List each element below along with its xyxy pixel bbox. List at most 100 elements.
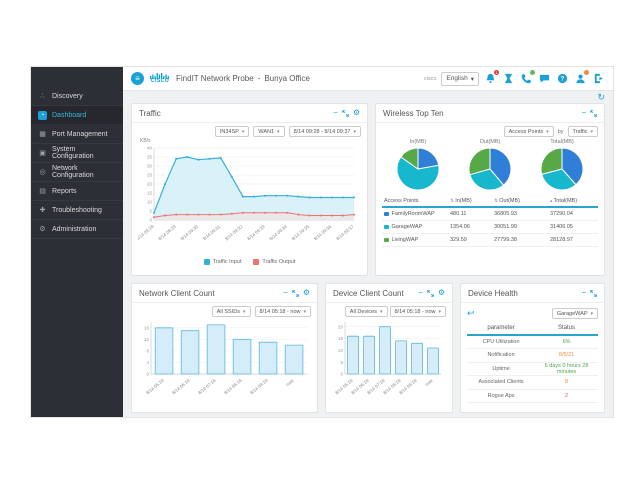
pie-group-inmb: In(MB) — [395, 139, 441, 192]
legend-item[interactable]: Traffic Input — [203, 259, 242, 265]
panel-wireless-top-ten: Wireless Top Ten − Access Points ▾ — [375, 103, 605, 276]
traffic-metric-dropdown[interactable]: Traffic ▾ — [567, 126, 598, 137]
expand-icon[interactable] — [590, 109, 597, 117]
pending-tasks-hourglass-icon[interactable] — [502, 72, 515, 85]
wireless-col-outmb[interactable]: ⇅Out(MB) — [494, 197, 520, 204]
svg-text:now: now — [285, 377, 295, 387]
dh-parameter: CPU Utilization — [482, 338, 520, 345]
sort-icon: ⇅ — [494, 197, 499, 204]
table-row[interactable]: LivingWAP 329.59 27799.38 28128.97 — [382, 234, 598, 247]
ncc-dropdown-1[interactable]: 8/14 05:18 - now ▾ — [254, 306, 311, 317]
dh-parameter: Associated Clients — [478, 379, 524, 386]
wireless-table: Access Points ⇅In(MB) ⇅Out(MB) ▴Total(MB) Fa… — [382, 195, 598, 247]
minimize-icon[interactable]: − — [581, 288, 586, 297]
language-selector[interactable]: English ▾ — [441, 71, 479, 86]
table-row: Notification 8/5/21 — [467, 349, 598, 363]
traffic-dropdown-2[interactable]: 8/14 09:28 - 8/14 09:37 ▾ — [288, 126, 361, 137]
pie-title: Total(MB) — [550, 139, 574, 145]
traffic-dropdown-0[interactable]: IN34SP ▾ — [214, 126, 250, 137]
svg-text:8/14 09:31: 8/14 09:31 — [202, 224, 222, 242]
help-icon[interactable]: ? — [556, 72, 569, 85]
sidebar-item-troubleshooting[interactable]: ✚ Troubleshooting — [31, 201, 123, 220]
table-row[interactable]: FamilyRoomWAP 480.11 36805.93 37290.04 — [382, 208, 598, 221]
chevron-down-icon: ▾ — [546, 128, 549, 135]
app-window: ∴ Discovery ◔ Dashboard ▦ Port Management ▣ Sys… — [30, 66, 614, 418]
expand-icon[interactable] — [590, 289, 597, 297]
sidebar-item-discovery[interactable]: ∴ Discovery — [31, 87, 123, 106]
minimize-icon[interactable]: − — [418, 288, 423, 297]
svg-text:8: 8 — [146, 348, 149, 353]
value-out: 27799.38 — [494, 237, 517, 243]
minimize-icon[interactable]: − — [283, 288, 288, 297]
settings-gear-icon[interactable]: ⚙ — [437, 288, 445, 297]
ncc-dropdown-0[interactable]: All SSIDs ▾ — [211, 306, 251, 317]
troubleshooting-icon: ✚ — [39, 206, 46, 214]
refresh-icon[interactable]: ↻ — [597, 92, 605, 102]
traffic-legend: Traffic Input Traffic Output — [138, 259, 361, 265]
logout-icon[interactable] — [592, 72, 605, 85]
device-health-table: parameter Status CPU Utilization 6% Notifi… — [467, 322, 598, 403]
sidebar-item-reports[interactable]: ▤ Reports — [31, 182, 123, 201]
panel-device-client-count: Device Client Count − ⚙ All Devices ▾ 8/14… — [325, 283, 453, 413]
device-selector-dropdown[interactable]: GarageWAP ▾ — [551, 308, 598, 319]
access-points-dropdown[interactable]: Access Points ▾ — [503, 126, 554, 137]
ap-label: LivingWAP — [391, 237, 419, 243]
wireless-col-totalmb[interactable]: ▴Total(MB) — [550, 197, 578, 204]
site-name[interactable]: Bunya Office — [264, 74, 310, 83]
feedback-chat-icon[interactable] — [538, 72, 551, 85]
pie-chart — [396, 147, 440, 191]
sidebar-item-network-configuration[interactable]: ◎ Network Configuration — [31, 163, 123, 182]
pie-chart — [540, 147, 584, 191]
system-configuration-icon: ▣ — [39, 149, 46, 157]
settings-gear-icon[interactable]: ⚙ — [352, 108, 360, 117]
svg-text:8/14 07:18: 8/14 07:18 — [197, 378, 217, 396]
cisco-logo: cisco — [150, 73, 170, 84]
minimize-icon[interactable]: − — [333, 108, 338, 117]
support-phone-icon[interactable] — [520, 70, 535, 85]
sidebar-item-port-management[interactable]: ▦ Port Management — [31, 125, 123, 144]
ncc-panel-title: Network Client Count — [139, 288, 215, 298]
svg-text:8/14 09:36: 8/14 09:36 — [313, 224, 333, 242]
sidebar-item-administration[interactable]: ⚙ Administration — [31, 220, 123, 239]
dashboard-content: ↻ Traffic − ⚙ — [123, 91, 613, 417]
svg-text:8/14 09:33: 8/14 09:33 — [246, 224, 266, 242]
svg-text:0: 0 — [340, 372, 343, 377]
expand-icon[interactable] — [427, 289, 434, 297]
wireless-col-accesspoints[interactable]: Access Points — [384, 197, 419, 204]
dropdown-label: WAN1 — [258, 128, 275, 135]
dcc-dropdown-1[interactable]: 8/14 05:18 - now ▾ — [389, 306, 446, 317]
menu-toggle-button[interactable]: ≡ — [131, 72, 144, 85]
dh-parameter: Rogue Aps — [487, 392, 515, 399]
sidebar-item-system-configuration[interactable]: ▣ System Configuration — [31, 144, 123, 163]
sidebar-item-dashboard[interactable]: ◔ Dashboard — [31, 106, 123, 125]
minimize-icon[interactable]: − — [581, 108, 586, 117]
wireless-col-inmb[interactable]: ⇅In(MB) — [450, 197, 472, 204]
header-actions: cisco English ▾ 1 — [424, 70, 605, 86]
legend-item[interactable]: Traffic Output — [253, 259, 295, 265]
value-total: 28128.97 — [550, 237, 573, 243]
table-row[interactable]: GarageWAP 1354.06 30051.99 31406.05 — [382, 221, 598, 234]
expand-icon[interactable] — [342, 109, 349, 117]
access-point-name: FamilyRoomWAP — [384, 211, 450, 217]
expand-icon[interactable] — [292, 289, 299, 297]
account-icon[interactable] — [574, 70, 589, 85]
settings-gear-icon[interactable]: ⚙ — [302, 288, 310, 297]
back-arrow-icon[interactable]: ↩ — [467, 308, 475, 318]
ncc-controls: All SSIDs ▾ 8/14 05:18 - now ▾ — [138, 306, 311, 317]
chevron-down-icon: ▾ — [438, 308, 441, 315]
legend-label: Traffic Input — [212, 259, 242, 265]
dh-col-parameter[interactable]: parameter — [487, 324, 515, 331]
dcc-dropdown-0[interactable]: All Devices ▾ — [344, 306, 388, 317]
pie-chart — [468, 147, 512, 191]
table-row: Associated Clients 8 — [467, 376, 598, 390]
value-in: 1354.06 — [450, 224, 470, 230]
value-in: 480.11 — [450, 211, 467, 217]
sidebar-item-label: System Configuration — [52, 146, 94, 160]
traffic-dropdown-1[interactable]: WAN1 ▾ — [253, 126, 285, 137]
notifications-bell-icon[interactable]: 1 — [484, 70, 499, 85]
status-badge: 8/5/21 — [558, 352, 575, 359]
sidebar-item-label: Troubleshooting — [52, 206, 102, 214]
dh-col-status[interactable]: Status — [558, 324, 576, 331]
svg-text:12: 12 — [144, 337, 150, 342]
